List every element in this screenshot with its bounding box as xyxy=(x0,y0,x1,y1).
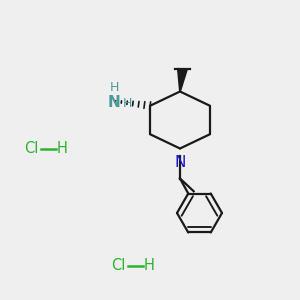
Text: N: N xyxy=(174,155,186,170)
Text: Cl: Cl xyxy=(24,141,38,156)
Text: N: N xyxy=(108,95,121,110)
Text: H: H xyxy=(110,81,119,94)
Text: Cl: Cl xyxy=(111,258,125,273)
Text: H: H xyxy=(144,258,155,273)
Polygon shape xyxy=(178,68,187,92)
Text: H: H xyxy=(57,141,68,156)
Text: H: H xyxy=(123,97,133,110)
